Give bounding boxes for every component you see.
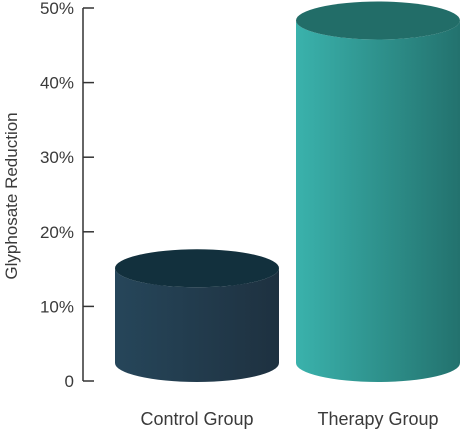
bar-body	[115, 268, 279, 382]
y-tick-label: 20%	[40, 223, 74, 242]
bar-control-group	[115, 249, 279, 382]
x-axis-labels: Control Group Therapy Group	[140, 409, 438, 429]
bar-therapy-group	[296, 1, 460, 382]
y-tick-label: 10%	[40, 297, 74, 316]
y-tick-label: 30%	[40, 148, 74, 167]
y-axis: 0 10% 20% 30% 40% 50%	[40, 0, 94, 391]
bar-top	[115, 249, 279, 288]
y-axis-title: Glyphosate Reduction	[2, 112, 21, 279]
x-category-label: Control Group	[140, 409, 253, 429]
bars	[115, 1, 460, 382]
y-tick-label: 50%	[40, 0, 74, 18]
bar-body	[296, 20, 460, 382]
x-category-label: Therapy Group	[317, 409, 438, 429]
y-tick-label: 40%	[40, 74, 74, 93]
y-tick-label: 0	[65, 372, 74, 391]
bar-top	[296, 1, 460, 40]
